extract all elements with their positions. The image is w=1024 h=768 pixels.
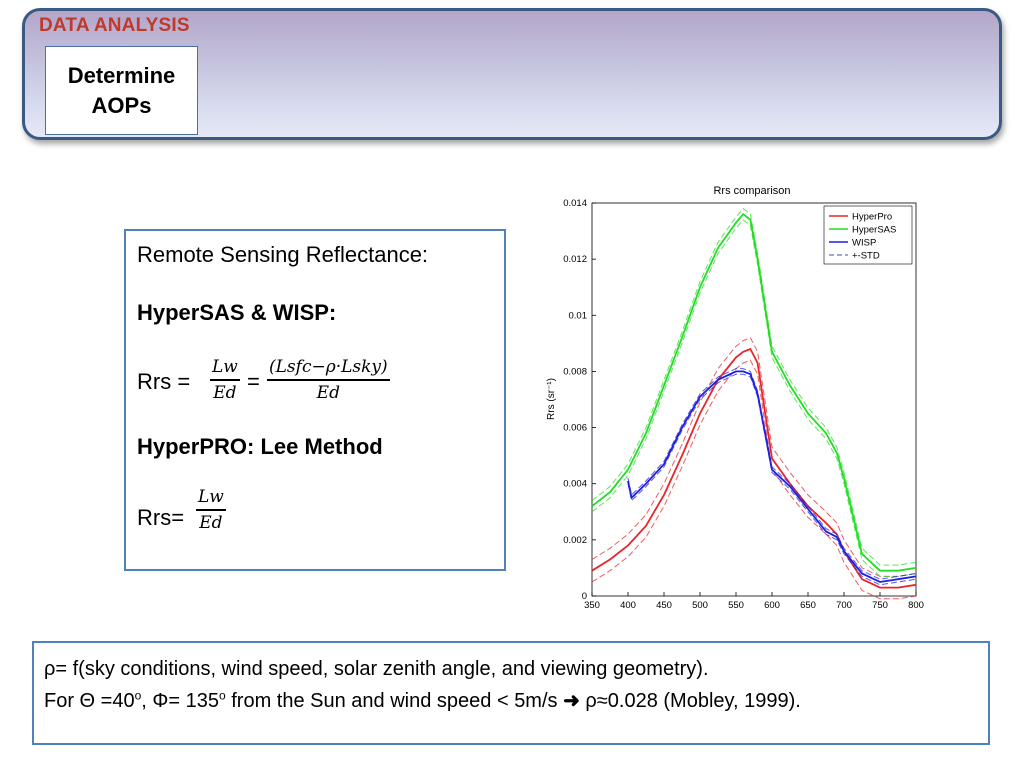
series-line xyxy=(591,347,917,589)
x-tick-label: 800 xyxy=(908,600,924,611)
notes-text: ρ≈0.028 (Mobley, 1999). xyxy=(579,690,801,712)
chart-title: Rrs comparison xyxy=(713,185,790,197)
std-band-line xyxy=(591,359,917,600)
legend-entry: HyperSAS xyxy=(852,225,896,236)
series-line xyxy=(591,212,917,572)
fraction-skylight: (Lsfc−ρ·Lsky) Ed xyxy=(267,357,390,403)
x-tick-label: 450 xyxy=(656,600,672,611)
x-tick-label: 750 xyxy=(872,600,888,611)
hyperpro-heading: HyperPRO: Lee Method xyxy=(137,434,383,459)
rrs-label-2: Rrs= xyxy=(137,505,185,530)
fraction-bar xyxy=(196,509,226,511)
degree-superscript: o xyxy=(134,688,142,703)
arrow-right-icon: ➜ xyxy=(563,690,580,712)
x-tick-label: 500 xyxy=(692,600,708,611)
x-tick-label: 400 xyxy=(620,600,636,611)
fraction-bar xyxy=(210,379,240,381)
fraction-denominator: Ed xyxy=(199,512,223,533)
std-band-line xyxy=(591,337,917,577)
series-lines xyxy=(591,207,917,600)
legend-entry: +-STD xyxy=(852,251,880,262)
y-tick-label: 0 xyxy=(582,591,587,602)
fraction-lw-ed-lee: Lw Ed xyxy=(196,487,226,533)
notes-line-2: For Θ =40o, Φ= 135o from the Sun and win… xyxy=(44,685,978,717)
y-tick-label: 0.006 xyxy=(563,423,587,434)
hypersas-heading: HyperSAS & WISP: xyxy=(137,300,337,325)
y-tick-label: 0.004 xyxy=(563,479,587,490)
section-tag: DATA ANALYSIS xyxy=(39,15,190,36)
intro-text: Remote Sensing Reflectance: xyxy=(137,242,429,267)
equals-sign: = xyxy=(247,369,260,394)
fraction-denominator: Ed xyxy=(213,382,237,403)
y-axis-label: Rrs (sr⁻¹) xyxy=(546,378,557,420)
notes-text: from the Sun and wind speed < 5m/s xyxy=(225,690,564,712)
y-tick-label: 0.01 xyxy=(569,310,588,321)
slide-title: Determine AOPs xyxy=(45,46,198,135)
slide-title-line1: Determine xyxy=(67,62,176,88)
y-tick-label: 0.008 xyxy=(563,366,587,377)
chart-legend: HyperPro HyperSAS WISP +-STD xyxy=(823,205,913,265)
legend-entry: WISP xyxy=(852,238,876,249)
x-tick-label: 550 xyxy=(728,600,744,611)
notes-text: , Φ= 135 xyxy=(141,690,219,712)
fraction-numerator: Lw xyxy=(212,357,238,377)
slide-title-line2: AOPs xyxy=(91,92,152,118)
x-tick-label: 350 xyxy=(584,600,600,611)
std-band-line xyxy=(591,219,917,577)
fraction-denominator: Ed xyxy=(316,382,340,403)
axis-ticks: 350 400 450 500 550 600 650 700 750 800 0 0.002 0.00… xyxy=(563,198,924,611)
std-band-line xyxy=(591,207,917,566)
std-band-line xyxy=(627,368,917,580)
rrs-comparison-chart: Rrs comparison Rrs (sr⁻¹) 350 400 450 500 55… xyxy=(546,185,924,611)
notes-text: For Θ =40 xyxy=(44,690,135,712)
fraction-bar xyxy=(267,379,390,381)
notes-line-1: ρ= f(sky conditions, wind speed, solar z… xyxy=(44,658,709,680)
formula-box: Remote Sensing Reflectance: HyperSAS & W… xyxy=(124,229,506,571)
notes-box: ρ= f(sky conditions, wind speed, solar z… xyxy=(32,641,990,745)
rrs-label-1: Rrs = xyxy=(137,369,191,394)
x-tick-label: 700 xyxy=(836,600,852,611)
fraction-numerator: Lw xyxy=(198,487,224,507)
fraction-lw-ed: Lw Ed xyxy=(210,357,240,403)
y-tick-label: 0.014 xyxy=(563,198,587,209)
plot-area xyxy=(591,202,917,597)
y-tick-label: 0.012 xyxy=(563,254,587,265)
legend-entry: HyperPro xyxy=(852,212,892,223)
degree-superscript: o xyxy=(218,688,226,703)
y-tick-label: 0.002 xyxy=(563,535,587,546)
fraction-numerator: (Lsfc−ρ·Lsky) xyxy=(269,357,388,377)
header-banner: DATA ANALYSIS Determine AOPs xyxy=(22,8,1002,140)
x-tick-label: 650 xyxy=(800,600,816,611)
series-line xyxy=(627,370,917,583)
x-tick-label: 600 xyxy=(764,600,780,611)
